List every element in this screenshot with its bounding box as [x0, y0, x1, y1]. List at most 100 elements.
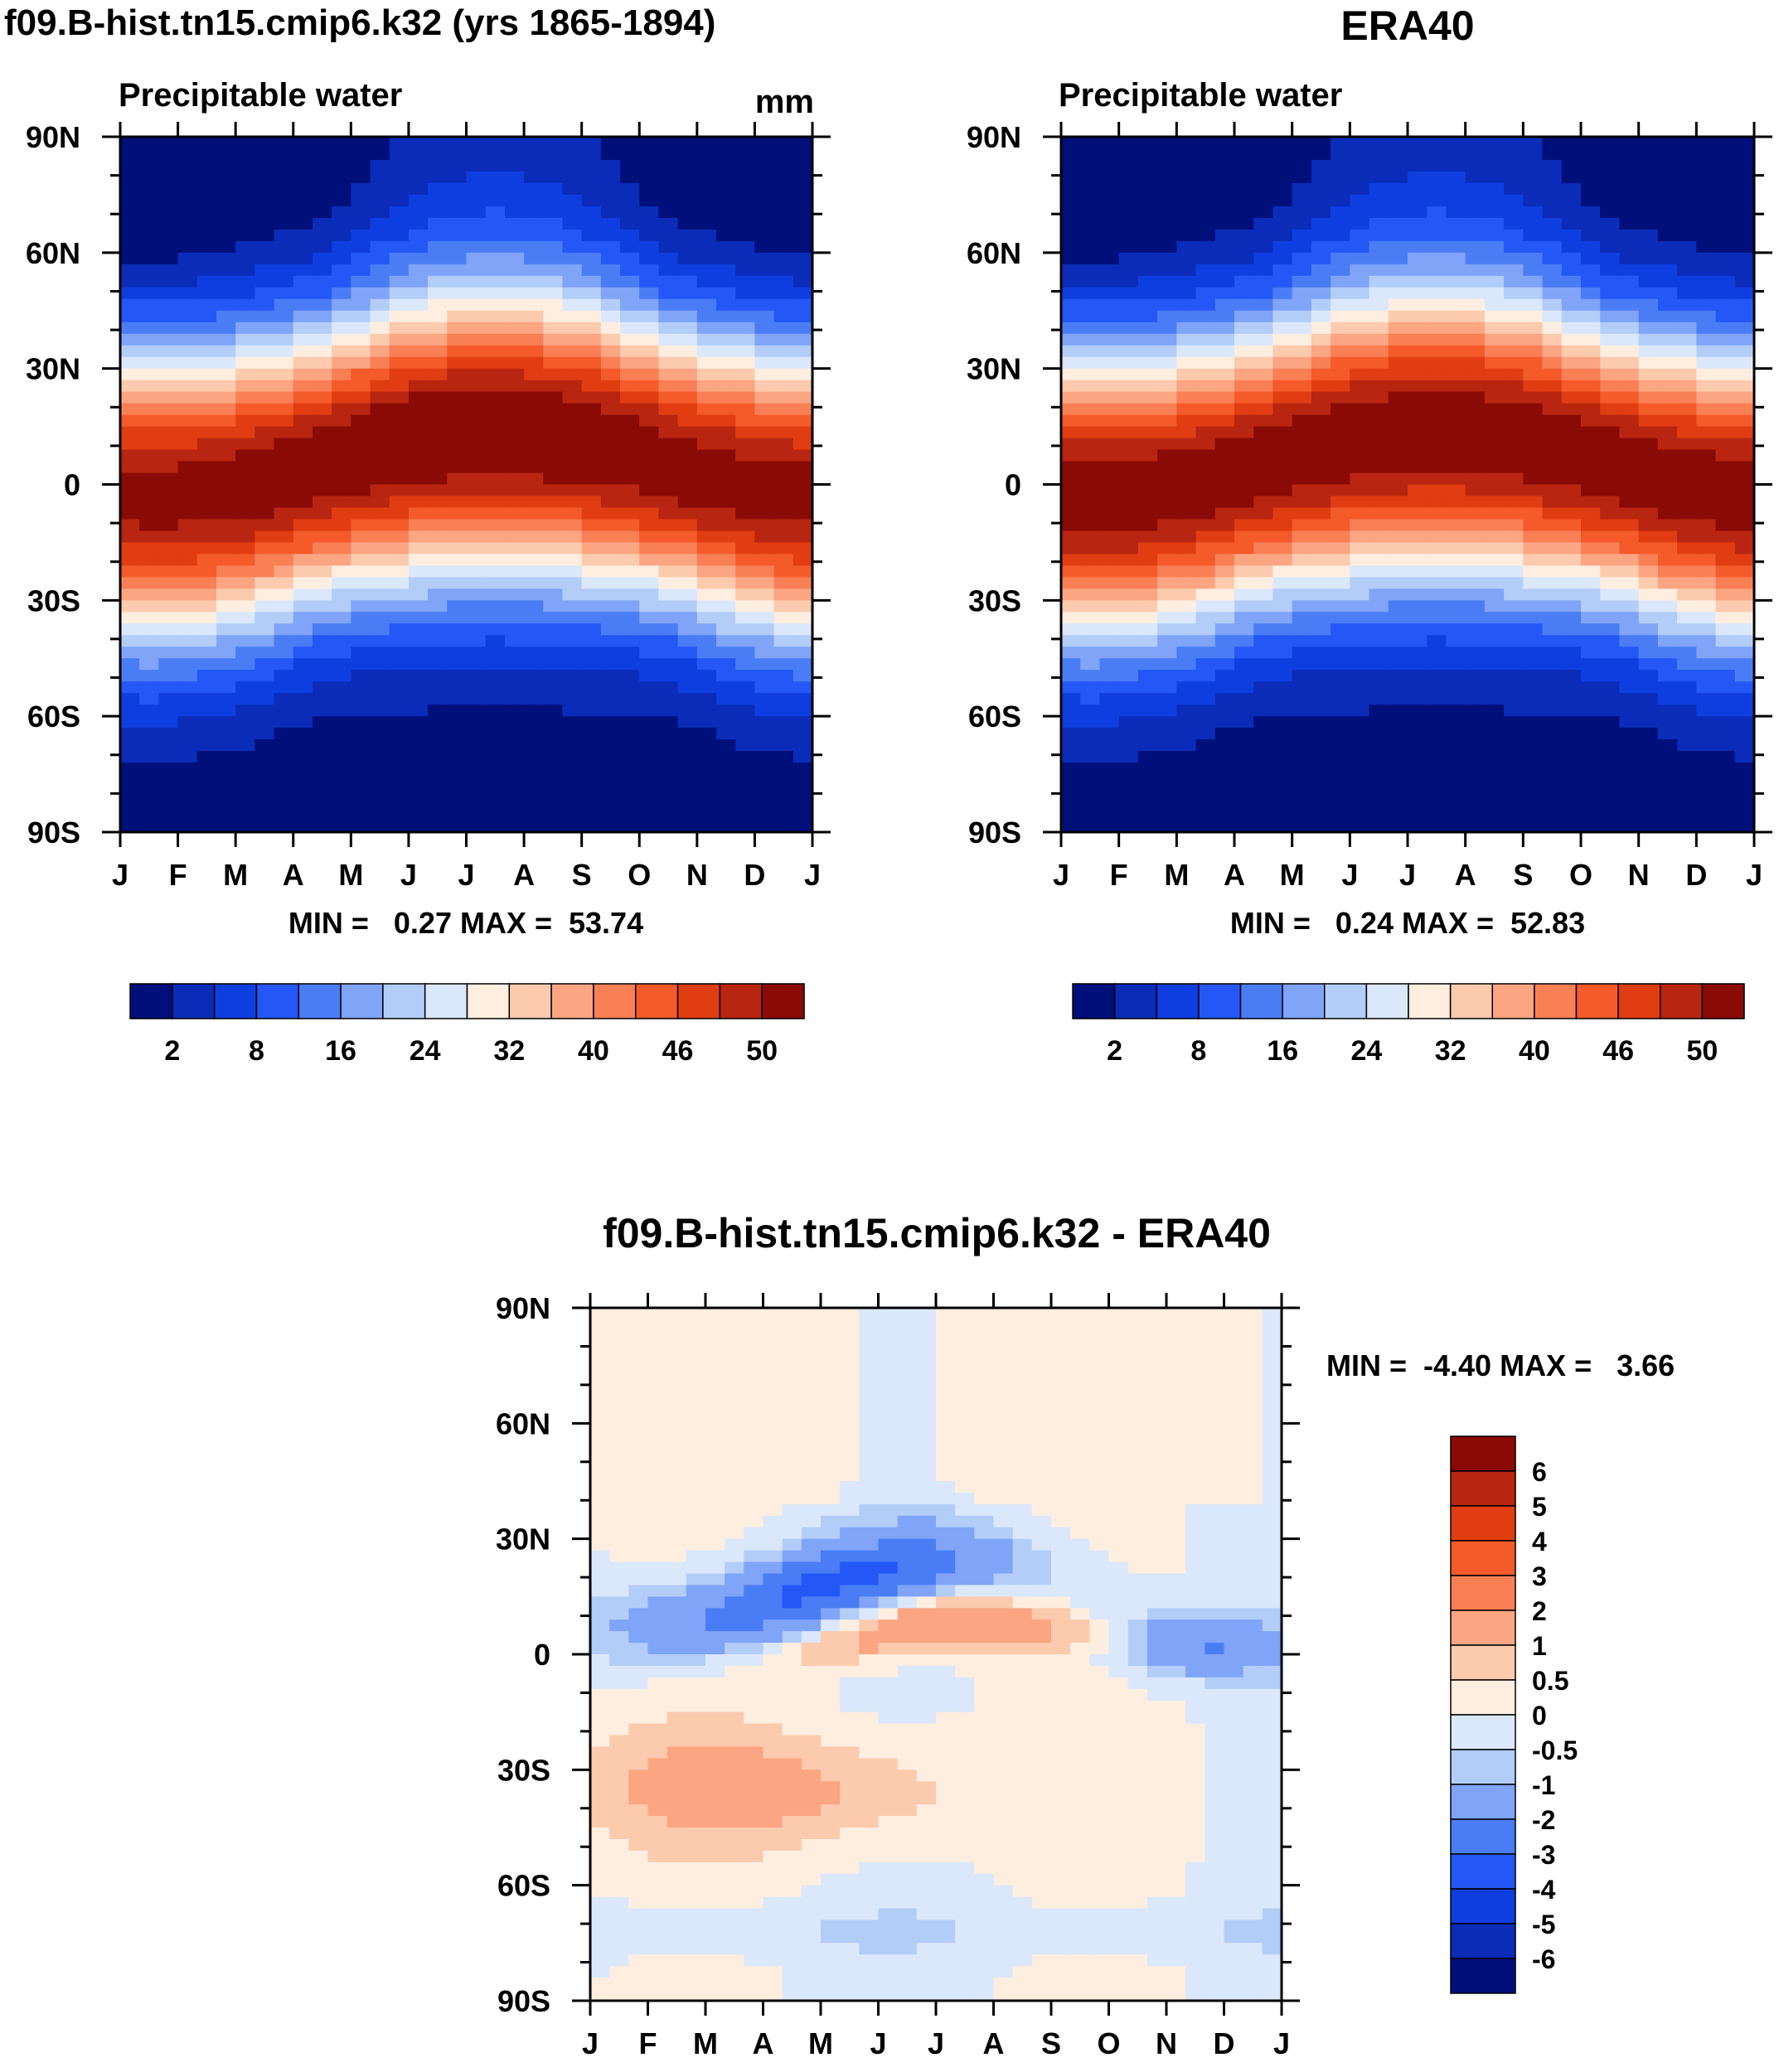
field-cell	[120, 368, 140, 381]
field-cell	[754, 333, 775, 346]
field-cell	[216, 310, 236, 323]
field-cell	[1195, 194, 1216, 207]
field-cell	[667, 1365, 687, 1378]
field-cell	[1600, 728, 1621, 740]
field-cell	[1350, 507, 1370, 520]
field-cell	[620, 403, 640, 416]
field-cell	[351, 148, 371, 161]
field-cell	[312, 681, 332, 694]
field-cell	[408, 333, 429, 346]
field-cell	[600, 380, 621, 393]
field-cell	[1542, 182, 1563, 196]
field-cell	[1446, 507, 1466, 520]
field-cell	[447, 206, 468, 219]
field-cell	[609, 1550, 629, 1563]
field-cell	[716, 137, 736, 149]
field-cell	[1734, 217, 1754, 230]
field-cell	[1465, 728, 1486, 740]
field-cell	[274, 681, 294, 694]
field-cell	[609, 1446, 629, 1459]
field-cell	[408, 182, 429, 196]
field-cell	[705, 1677, 725, 1690]
field-cell	[254, 623, 275, 636]
field-cell	[1504, 264, 1524, 277]
field-cell	[466, 728, 487, 740]
field-cell	[581, 148, 602, 161]
field-cell	[351, 240, 371, 254]
field-cell	[1408, 612, 1428, 624]
field-cell	[235, 137, 255, 149]
field-cell	[293, 206, 313, 219]
field-cell	[1504, 206, 1524, 219]
field-cell	[274, 380, 294, 393]
field-cell	[1253, 229, 1274, 242]
field-cell	[1734, 821, 1754, 832]
field-cell	[1061, 298, 1081, 312]
field-cell	[504, 554, 525, 566]
field-cell	[562, 148, 583, 161]
field-cell	[120, 461, 140, 474]
field-cell	[428, 137, 448, 149]
field-cell	[1561, 786, 1582, 798]
field-cell	[504, 449, 525, 462]
field-cell	[793, 194, 812, 207]
field-cell	[1523, 623, 1544, 636]
field-cell	[1369, 137, 1389, 149]
field-cell	[1061, 751, 1081, 763]
field-cell	[1561, 461, 1582, 474]
field-cell	[120, 739, 140, 752]
field-cell	[177, 693, 198, 705]
field-cell	[370, 797, 390, 810]
field-cell	[793, 426, 812, 439]
field-cell	[1504, 704, 1524, 717]
field-cell	[1253, 159, 1274, 172]
field-cell	[254, 298, 275, 312]
field-cell	[1427, 681, 1447, 694]
field-cell	[543, 472, 564, 486]
field-cell	[1214, 507, 1235, 520]
field-cell	[235, 252, 255, 265]
field-cell	[1214, 252, 1235, 265]
field-cell	[1638, 554, 1659, 566]
field-cell	[1350, 716, 1370, 729]
field-cell	[139, 728, 159, 740]
field-cell	[370, 623, 390, 636]
field-cell	[696, 264, 717, 277]
field-cell	[177, 426, 198, 439]
field-cell	[196, 368, 217, 381]
field-cell	[705, 1931, 725, 1944]
field-cell	[1099, 739, 1120, 752]
field-cell	[485, 333, 506, 346]
field-cell	[293, 623, 313, 636]
field-cell	[447, 380, 468, 393]
field-cell	[447, 449, 468, 462]
field-cell	[485, 774, 506, 787]
field-cell	[1696, 449, 1717, 462]
field-cell	[628, 1319, 649, 1332]
field-cell	[1137, 762, 1158, 775]
field-cell	[716, 159, 736, 172]
field-cell	[1350, 821, 1370, 832]
field-cell	[120, 345, 140, 358]
field-cell	[562, 646, 583, 659]
latitude-label: 30S	[968, 583, 1021, 617]
field-cell	[524, 159, 544, 172]
field-cell	[1234, 623, 1254, 636]
field-cell	[658, 739, 679, 752]
field-cell	[485, 426, 506, 439]
colorbar-label: 8	[1190, 1035, 1206, 1067]
month-label: J	[1399, 858, 1416, 892]
field-cell	[1581, 809, 1601, 821]
field-cell	[1619, 554, 1640, 566]
field-cell	[1600, 240, 1621, 254]
field-cell	[1061, 588, 1081, 601]
field-cell	[254, 635, 275, 647]
field-cell	[639, 356, 660, 370]
field-cell	[735, 693, 756, 705]
field-cell	[1619, 519, 1640, 532]
field-cell	[196, 264, 217, 277]
field-cell	[1272, 681, 1293, 694]
field-cell	[370, 240, 390, 254]
field-cell	[735, 148, 756, 161]
field-cell	[620, 588, 640, 601]
